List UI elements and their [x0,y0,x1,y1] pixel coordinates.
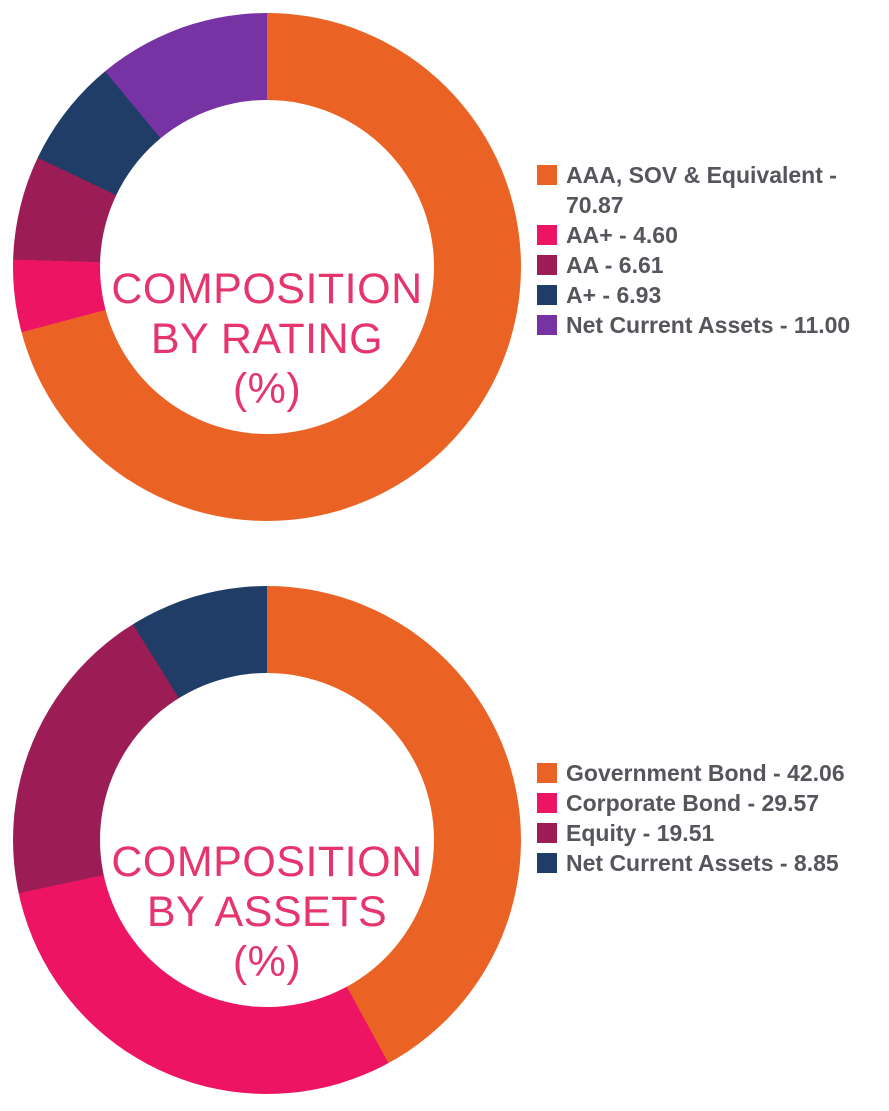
assets-legend: Government Bond - 42.06 Corporate Bond - … [537,758,881,878]
legend-item: AA+ - 4.60 [537,220,881,250]
legend-color-swatch [537,793,557,813]
legend-item: Net Current Assets - 8.85 [537,848,881,878]
chart-title-line: BY ASSETS [146,887,388,936]
legend-label: Government Bond - 42.06 [566,760,845,786]
rating-donut-chart: COMPOSITION BY RATING (%) [13,13,521,521]
legend-color-swatch [537,165,557,185]
legend-label: AA+ - 4.60 [566,222,678,248]
legend-item: AA - 6.61 [537,250,881,280]
legend-color-swatch [537,285,557,305]
assets-donut-hole: COMPOSITION BY ASSETS (%) [100,673,434,1007]
legend-label: AAA, SOV & Equivalent - 70.87 [566,162,837,218]
legend-color-swatch [537,225,557,245]
legend-item: Equity - 19.51 [537,818,881,848]
legend-label: Corporate Bond - 29.57 [566,790,820,816]
legend-item: AAA, SOV & Equivalent - 70.87 [537,160,881,220]
legend-color-swatch [537,853,557,873]
assets-donut-chart: COMPOSITION BY ASSETS (%) [13,586,521,1094]
rating-legend: AAA, SOV & Equivalent - 70.87 AA+ - 4.60 A… [537,160,881,340]
legend-item: Corporate Bond - 29.57 [537,788,881,818]
legend-label: Net Current Assets - 8.85 [566,850,839,876]
rating-donut-hole: COMPOSITION BY RATING (%) [100,100,434,434]
rating-chart-title: COMPOSITION BY RATING (%) [80,264,454,414]
legend-item: A+ - 6.93 [537,280,881,310]
chart-title-line: (%) [232,937,302,986]
legend-label: A+ - 6.93 [566,282,662,308]
legend-label: Equity - 19.51 [566,820,715,846]
legend-color-swatch [537,255,557,275]
legend-item: Net Current Assets - 11.00 [537,310,881,340]
chart-title-line: (%) [232,364,302,413]
assets-chart-title: COMPOSITION BY ASSETS (%) [80,837,454,987]
legend-color-swatch [537,315,557,335]
chart-title-line: COMPOSITION [111,264,423,313]
legend-item: Government Bond - 42.06 [537,758,881,788]
legend-label: Net Current Assets - 11.00 [566,312,851,338]
chart-title-line: COMPOSITION [111,837,423,886]
legend-color-swatch [537,763,557,783]
chart-title-line: BY RATING [150,314,384,363]
legend-color-swatch [537,823,557,843]
legend-label: AA - 6.61 [566,252,664,278]
